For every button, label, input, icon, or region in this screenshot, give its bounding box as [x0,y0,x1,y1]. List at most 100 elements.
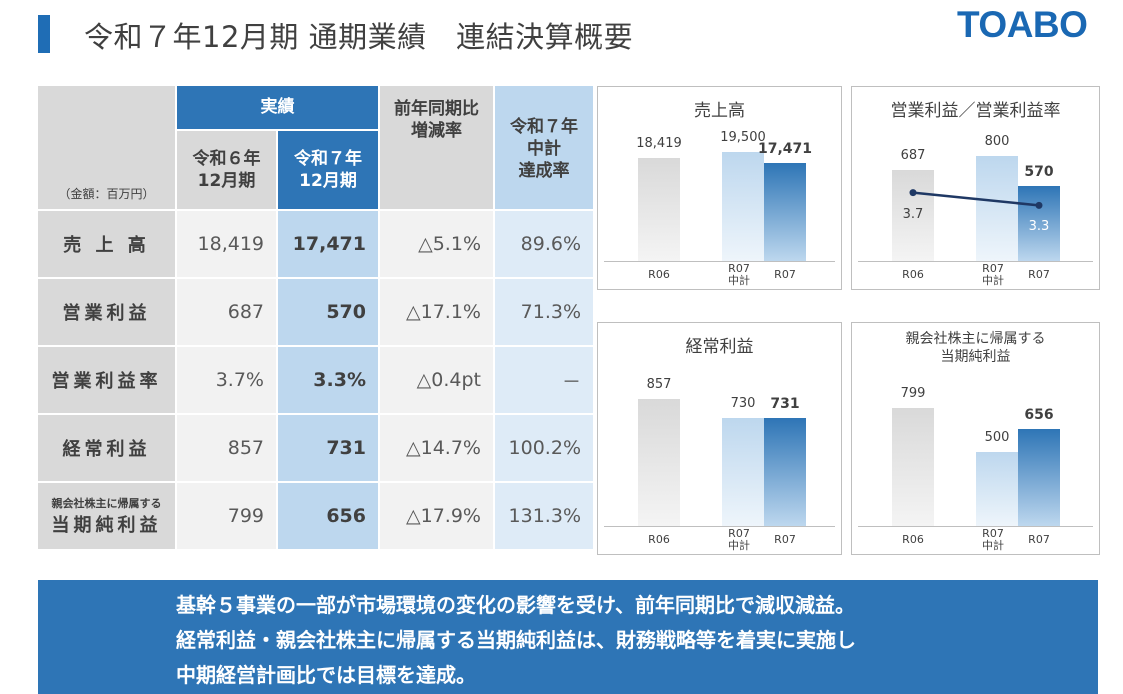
data-label: 687 [900,148,926,163]
unit-note: （金額：百万円） [38,86,175,209]
chart-title: 売上高 [694,101,745,121]
category-label-line: R07 [728,262,750,275]
cell-curr-value: 570 [278,279,378,345]
margin-point [1035,201,1043,209]
group-header-actual: 実績 [177,86,378,129]
col-header-change: 前年同期比 増減率 [380,86,493,209]
cell-change-value: △5.1% [380,211,493,277]
row-label-prefix: 親会社株主に帰属する [51,497,162,510]
margin-point [909,189,917,197]
bar-3 [1018,186,1060,261]
bar-1 [638,158,680,261]
row-label: 営業利益 [38,279,175,345]
cell-prev-value: 857 [177,415,276,481]
data-label: 857 [646,377,672,392]
category-label: R07 中計 [719,263,759,286]
chart-panel-3: 経常利益 857 R06 730 R07 中計 731 R07 [597,322,842,555]
cell-change-value: △17.9% [380,483,493,549]
category-label-line: 中計 [982,538,1004,552]
x-axis [858,261,1093,262]
data-label: 800 [984,134,1010,149]
data-label: 570 [1024,164,1054,180]
category-label-line: R07 [982,527,1004,540]
category-label-line: R07 [982,262,1004,275]
row-label: 親会社株主に帰属する当期純利益 [38,483,175,549]
col-header-plan: 令和７年 中計 達成率 [495,86,593,209]
cell-prev-value: 18,419 [177,211,276,277]
row-label-text: 当期純利益 [51,515,162,536]
category-label-line: R06 [902,533,924,546]
data-label: 799 [900,386,926,401]
summary-line-2: 経常利益・親会社株主に帰属する当期純利益は、財務戦略等を着実に実施し [176,628,856,652]
chart-panel-2: 営業利益／営業利益率 687 R06 800 R07 中計 570 R07 3.7 3.3 [851,86,1100,290]
margin-label: 3.3 [1028,219,1050,235]
category-label: R07 [1019,534,1059,546]
category-label-line: R07 [728,527,750,540]
cell-prev-value: 687 [177,279,276,345]
chart-panel-4: 親会社株主に帰属する 当期純利益 799 R06 500 R07 中計 656 R07 [851,322,1100,555]
cell-curr-value: 3.3% [278,347,378,413]
row-label: 経常利益 [38,415,175,481]
bar-2 [722,418,764,526]
cell-plan-value: 131.3% [495,483,593,549]
data-label: 19,500 [720,130,766,145]
margin-line [912,191,1040,207]
data-label: 17,471 [757,141,813,157]
category-label: R07 [1019,269,1059,281]
category-label-line: 中計 [728,538,750,552]
category-label: R06 [893,269,933,281]
bar-1 [892,170,934,261]
row-label: 売 上 高 [38,211,175,277]
cell-plan-value: － [495,347,593,413]
chart-title: 親会社株主に帰属する 当期純利益 [905,331,1046,365]
category-label: R07 [765,269,805,281]
row-label-text: 経常利益 [62,439,151,460]
summary-line-1: 基幹５事業の一部が市場環境の変化の影響を受け、前年同期比で減収減益。 [176,593,855,617]
category-label-line: R06 [648,268,670,281]
summary-line-3: 中期経営計画比では目標を達成。 [176,663,476,687]
cell-prev-value: 3.7% [177,347,276,413]
category-label-line: R07 [1028,533,1050,546]
x-axis [604,261,835,262]
cell-curr-value: 731 [278,415,378,481]
bar-1 [638,399,680,526]
category-label: R07 [765,534,805,546]
company-logo: TOABO [957,4,1088,45]
x-axis [604,526,835,527]
row-label-text: 売 上 高 [63,235,150,256]
page-title: 令和７年12月期 通期業績 連結決算概要 [84,20,634,54]
chart-panel-1: 売上高 18,419 R06 19,500 R07 中計 17,471 R07 [597,86,842,290]
row-label-text: 営業利益率 [51,371,162,392]
cell-change-value: △14.7% [380,415,493,481]
data-label: 500 [984,430,1010,445]
cell-plan-value: 100.2% [495,415,593,481]
category-label: R07 中計 [719,528,759,551]
results-table: （金額：百万円） 実績 令和６年 12月期 令和７年 12月期 前年同期比 増減… [38,86,593,553]
col-header-curr: 令和７年 12月期 [278,131,378,209]
data-label: 731 [770,396,800,412]
summary-banner: 基幹５事業の一部が市場環境の変化の影響を受け、前年同期比で減収減益。 経常利益・… [38,580,1098,694]
x-axis [858,526,1093,527]
cell-plan-value: 71.3% [495,279,593,345]
cell-curr-value: 17,471 [278,211,378,277]
category-label-line: R06 [648,533,670,546]
bar-2 [722,152,764,261]
margin-line-svg [909,189,1043,209]
bar-3 [764,163,806,261]
category-label: R07 中計 [973,528,1013,551]
category-label-line: R07 [1028,268,1050,281]
chart-title: 経常利益 [685,337,754,357]
cell-prev-value: 799 [177,483,276,549]
col-header-prev: 令和６年 12月期 [177,131,276,209]
bar-1 [892,408,934,526]
bar-2 [976,452,1018,526]
title-accent-bar [38,15,50,53]
margin-label: 3.7 [902,206,924,222]
bar-3 [1018,429,1060,526]
category-label-line: R07 [774,268,796,281]
category-label: R07 中計 [973,263,1013,286]
category-label: R06 [893,534,933,546]
row-label-text: 営業利益 [62,303,151,324]
data-label: 18,419 [636,136,682,151]
bar-3 [764,418,806,526]
